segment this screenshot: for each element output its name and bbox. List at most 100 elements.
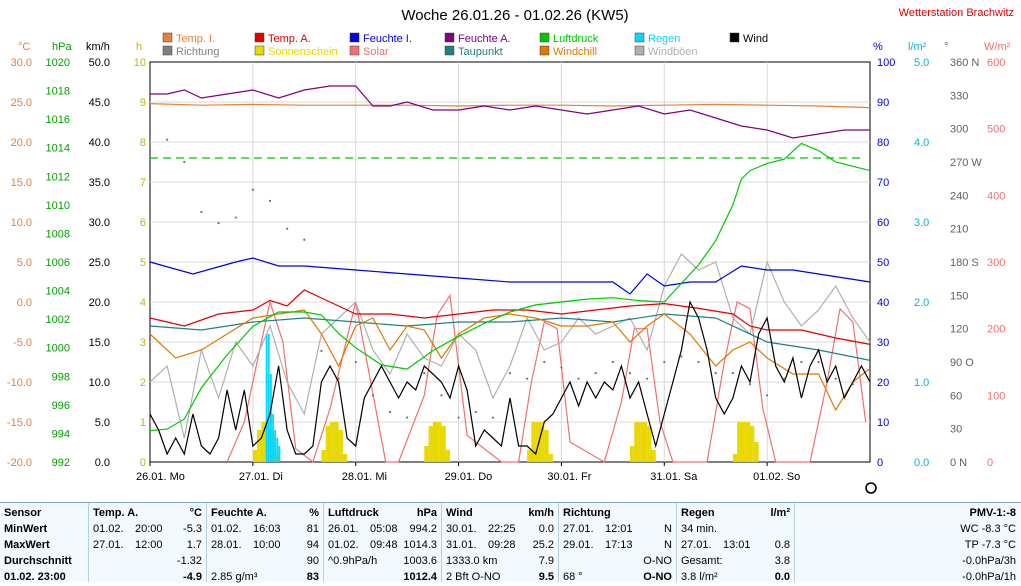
stats-time: 05:08 — [370, 523, 398, 535]
bar-sonnenschein — [550, 454, 553, 462]
stats-value: 3.8 — [774, 555, 790, 567]
axis-tick-pressure: 994 — [52, 428, 70, 440]
axis-tick-temp: 10.0 — [11, 217, 32, 229]
stats-header: Richtung — [563, 507, 611, 519]
stats-table: Sensor MinWert MaxWert Durchschnitt 01.0… — [0, 502, 1021, 583]
bar-sonnenschein — [447, 450, 451, 462]
bar-sonnenschein — [651, 450, 654, 462]
stats-unit: °C — [189, 507, 202, 519]
axis-tick-direction: 360 N — [950, 57, 979, 69]
stats-value: -5.3 — [183, 523, 202, 535]
direction-dot — [628, 372, 632, 375]
axis-tick-solar: 400 — [987, 190, 1005, 202]
bar-sonnenschein — [257, 430, 260, 462]
legend-label: Luftdruck — [553, 33, 599, 45]
legend-swatch — [539, 45, 550, 56]
stats-time: 13:01 — [723, 539, 751, 551]
axis-unit-direction: ° — [944, 41, 948, 53]
stats-row-label: 01.02. 23:00 — [4, 571, 66, 583]
bar-sonnenschein — [432, 422, 436, 462]
bar-sonnenschein — [653, 450, 656, 462]
stats-value: 25.2 — [532, 539, 554, 551]
refresh-icon[interactable] — [865, 482, 877, 494]
stats-value: O-NO — [643, 555, 672, 567]
series-line-tempa — [149, 289, 871, 345]
stats-row-label: MaxWert — [4, 539, 50, 551]
stats-date: 31.01. — [446, 539, 477, 551]
axis-unit-rain: l/m² — [908, 41, 927, 53]
direction-dot — [594, 372, 597, 375]
legend-swatch — [444, 32, 455, 43]
stats-col-wind: Wind km/h 30.01. 22:25 0.0 31.01. 09:28 25.2 … — [442, 503, 559, 583]
axis-tick-sun: 7 — [140, 177, 146, 189]
direction-dot — [491, 416, 494, 419]
stats-header: Wind — [446, 507, 473, 519]
bar-regen — [272, 430, 274, 462]
axis-tick-humidity: 0 — [877, 457, 883, 469]
direction-dot — [560, 366, 563, 369]
direction-dot — [320, 349, 323, 352]
bar-sonnenschein — [261, 422, 264, 462]
axis-tick-pressure: 1004 — [46, 286, 70, 298]
axis-tick-rain: 1.0 — [914, 377, 929, 389]
axis-tick-humidity: 10 — [877, 417, 889, 429]
axis-tick-sun: 0 — [140, 457, 146, 469]
bar-sonnenschein — [640, 422, 643, 462]
stats-value: N — [664, 539, 672, 551]
direction-dot — [200, 210, 203, 214]
direction-dot — [268, 199, 272, 202]
bar-sonnenschein — [739, 422, 742, 462]
bar-sonnenschein — [321, 450, 324, 462]
series-line-feuchtei — [149, 257, 871, 295]
bar-sonnenschein — [743, 422, 746, 462]
direction-dot — [148, 110, 152, 114]
bar-sonnenschein — [647, 426, 650, 462]
axis-tick-humidity: 20 — [877, 377, 889, 389]
bar-sonnenschein — [747, 422, 751, 462]
axis-tick-wind: 45.0 — [89, 97, 110, 109]
legend-swatch — [254, 32, 265, 43]
stats-value: 81 — [306, 523, 319, 535]
direction-dot — [800, 360, 803, 364]
axis-tick-temp: -15.0 — [7, 417, 32, 429]
axis-tick-pressure: 998 — [52, 371, 70, 383]
bar-sonnenschein — [737, 422, 740, 462]
stats-time: 09:48 — [370, 539, 398, 551]
direction-dot — [406, 416, 409, 419]
legend-swatch — [349, 45, 360, 56]
bar-sonnenschein — [437, 422, 440, 462]
stats-col-feuchte: Feuchte A.% 01.02. 16:03 81 28.01. 10:00 94 … — [207, 503, 324, 583]
axis-tick-pressure: 1014 — [46, 143, 70, 155]
stats-unit: l/m² — [770, 507, 790, 519]
legend: Temp. I. Temp. A. Feuchte I. Feuchte A. Luft… — [162, 32, 768, 58]
stats-time: 12:00 — [135, 539, 163, 551]
legend-label: Wind — [743, 33, 768, 45]
bar-sonnenschein — [741, 422, 744, 462]
series-line-luftdruck — [149, 142, 871, 432]
axis-tick-rain: 0.0 — [914, 457, 929, 469]
axis-unit-solar: W/m² — [984, 41, 1011, 53]
legend-swatch — [634, 32, 645, 43]
axis-tick-temp: 20.0 — [11, 137, 32, 149]
legend-swatch — [254, 45, 265, 56]
axis-tick-direction: 30 — [950, 424, 962, 436]
stats-value: WC -8.3 °C — [960, 523, 1016, 535]
axis-tick-solar: 100 — [987, 390, 1005, 402]
stats-date: 27.01. — [681, 539, 712, 551]
stats-header: Luftdruck — [328, 507, 379, 519]
axis-tick-temp: -10.0 — [7, 377, 32, 389]
direction-dot — [697, 360, 700, 364]
legend-swatch — [444, 45, 455, 56]
stats-time: 20:00 — [135, 523, 163, 535]
direction-dot — [783, 377, 786, 380]
stats-value: 0.8 — [774, 539, 790, 551]
bar-sonnenschein — [732, 454, 736, 462]
bar-sonnenschein — [735, 454, 738, 462]
axis-tick-temp: -5.0 — [13, 337, 32, 349]
bar-sonnenschein — [435, 422, 438, 462]
stats-header: Feuchte A. — [211, 507, 267, 519]
stats-date: 30.01. — [446, 523, 477, 535]
bar-sonnenschein — [342, 454, 346, 462]
axis-unit-pressure: hPa — [52, 41, 72, 53]
series-line-feuchtea — [150, 85, 870, 139]
